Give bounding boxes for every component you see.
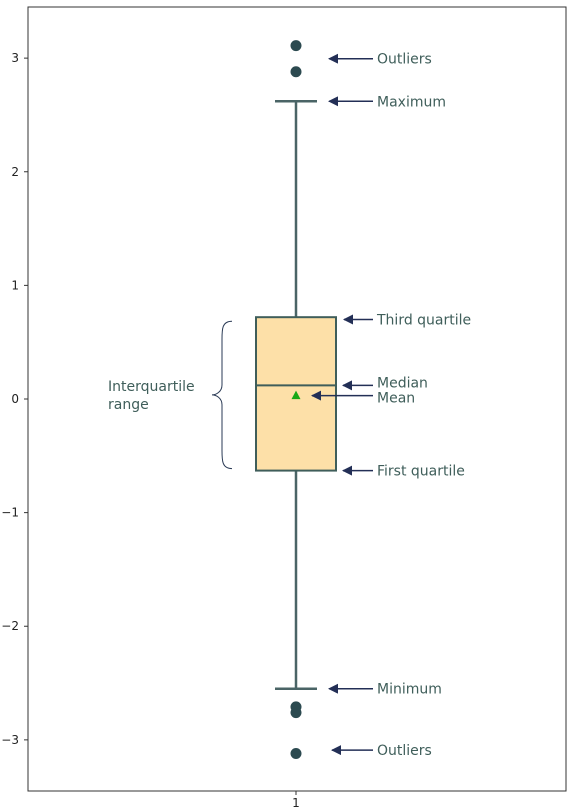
y-axis: −3 −2 −1 0 1 2 3	[1, 51, 28, 747]
x-axis: 1	[292, 791, 300, 810]
maximum-label: Maximum	[377, 94, 446, 110]
iqr-label-line-2: range	[108, 397, 149, 413]
y-tick-label: 2	[11, 165, 19, 179]
y-tick-label: 0	[11, 392, 19, 406]
minimum-label: Minimum	[377, 682, 442, 698]
x-tick-label: 1	[292, 796, 300, 810]
box-plot	[255, 40, 337, 760]
iqr-bracket-group: Interquartile range	[108, 320, 233, 470]
y-tick-label: −2	[1, 619, 19, 633]
median-label: Median	[377, 375, 428, 391]
outlier-point	[290, 40, 302, 52]
y-tick-label: 1	[11, 278, 19, 292]
mean-marker	[291, 390, 301, 400]
outliers-bottom-label: Outliers	[377, 743, 432, 759]
y-tick-label: −1	[1, 506, 19, 520]
first-quartile-label: First quartile	[377, 464, 465, 480]
iqr-curly-bracket	[211, 320, 233, 470]
third-quartile-label: Third quartile	[376, 312, 471, 328]
outlier-point	[290, 66, 302, 78]
outliers-top-label: Outliers	[377, 52, 432, 68]
outlier-point	[290, 748, 302, 760]
y-tick-label: −3	[1, 733, 19, 747]
mean-label: Mean	[377, 391, 415, 407]
iqr-label-line-1: Interquartile	[108, 379, 195, 395]
outlier-point	[290, 707, 302, 719]
y-tick-label: 3	[11, 51, 19, 65]
